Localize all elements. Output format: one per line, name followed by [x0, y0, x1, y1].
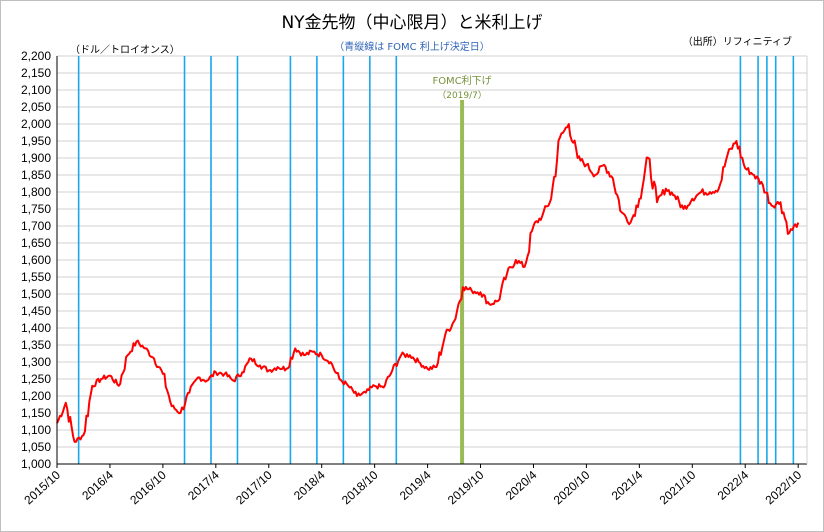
y-tick-label: 1,600 [21, 253, 51, 267]
y-tick-label: 2,100 [21, 83, 51, 97]
grid-lines [57, 55, 807, 465]
y-tick-label: 1,350 [21, 338, 51, 352]
y-tick-label: 1,050 [21, 440, 51, 454]
y-tick-label: 1,400 [21, 321, 51, 335]
x-tick-label: 2016/4 [79, 468, 116, 503]
y-axis-unit: （ドル／トロイオンス） [70, 45, 180, 56]
x-tick-label: 2018/4 [291, 468, 328, 503]
x-tick-label: 2020/10 [551, 468, 593, 508]
axes [56, 56, 808, 468]
y-tick-label: 2,150 [21, 66, 51, 80]
y-tick-label: 1,150 [21, 406, 51, 420]
source-note: （出所）リフィニティブ [682, 37, 792, 48]
fomc-cut-annotation: FOMC利下げ （2019/7） [432, 75, 491, 101]
x-tick-label: 2015/10 [21, 468, 63, 508]
y-tick-label: 1,750 [21, 202, 51, 216]
x-tick-label: 2022/4 [715, 468, 752, 503]
fomc-cut-label: FOMC利下げ [432, 75, 491, 87]
x-tick-label: 2018/10 [339, 468, 381, 508]
y-tick-label: 1,900 [21, 151, 51, 165]
y-tick-label: 2,050 [21, 100, 51, 114]
y-tick-label: 1,700 [21, 219, 51, 233]
x-tick-label: 2017/4 [185, 468, 222, 503]
fomc-lines [77, 56, 795, 464]
y-tick-label: 1,800 [21, 185, 51, 199]
y-tick-label: 1,950 [21, 134, 51, 148]
x-tick-label: 2017/10 [233, 468, 275, 508]
y-tick-label: 1,650 [21, 236, 51, 250]
x-tick-label: 2021/10 [657, 468, 699, 508]
x-tick-label: 2021/4 [609, 468, 646, 503]
chart-title: NY金先物（中心限月）と米利上げ [281, 13, 543, 33]
y-tick-label: 1,450 [21, 304, 51, 318]
x-tick-label: 2016/10 [127, 468, 169, 508]
y-tick-label: 1,000 [21, 457, 51, 471]
y-tick-label: 2,200 [21, 49, 51, 63]
y-tick-label: 1,200 [21, 389, 51, 403]
y-tick-label: 1,300 [21, 355, 51, 369]
y-tick-label: 2,000 [21, 117, 51, 131]
x-tick-label: 2019/4 [397, 468, 434, 503]
fomc-cut-date-label: （2019/7） [437, 90, 487, 101]
price-series [56, 123, 800, 443]
y-tick-label: 1,850 [21, 168, 51, 182]
x-tick-label: 2022/10 [763, 468, 805, 508]
y-tick-label: 1,500 [21, 287, 51, 301]
series-line [56, 123, 800, 443]
x-tick-label: 2019/10 [445, 468, 487, 508]
y-tick-label: 1,550 [21, 270, 51, 284]
y-tick-label: 1,100 [21, 423, 51, 437]
x-tick-label: 2020/4 [503, 468, 540, 503]
x-tick-labels: 2015/10 2016/4 2016/10 2017/4 2017/10 2018/4 2… [21, 468, 804, 508]
y-tick-labels: 1,000 1,050 1,100 1,150 1,200 1,250 1,300 1,350… [21, 49, 51, 471]
chart-subtitle: （青縦線は FOMC 利上げ決定日） [334, 42, 490, 53]
y-tick-label: 1,250 [21, 372, 51, 386]
